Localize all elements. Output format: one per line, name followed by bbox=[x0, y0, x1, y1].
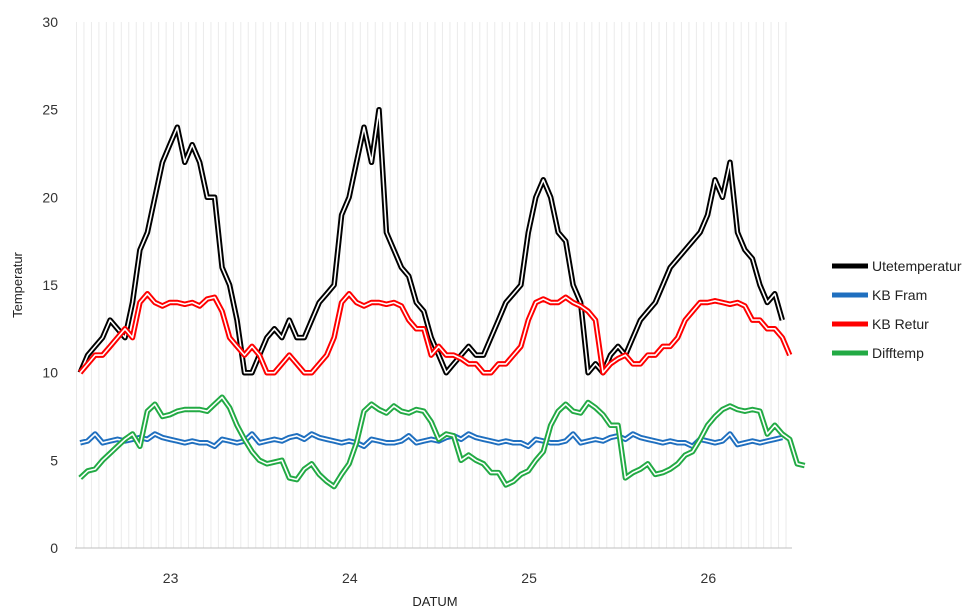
series-kb-fram bbox=[79, 431, 783, 450]
legend-item: Utetemperatur bbox=[832, 258, 962, 274]
x-axis: 23 24 25 26 bbox=[163, 570, 717, 586]
y-tick-label: 25 bbox=[42, 102, 58, 118]
legend-item: Difftemp bbox=[832, 345, 924, 361]
series-kb-retur bbox=[78, 291, 793, 376]
y-tick-label: 5 bbox=[50, 452, 58, 468]
y-tick-label: 30 bbox=[42, 14, 58, 30]
series-line-inner bbox=[79, 108, 784, 374]
legend-item: KB Fram bbox=[832, 287, 927, 303]
series-difftemp bbox=[78, 394, 806, 490]
y-tick-label: 20 bbox=[42, 189, 58, 205]
series-utetemperatur bbox=[77, 106, 785, 376]
legend-label: KB Retur bbox=[872, 316, 929, 332]
series-line-inner bbox=[79, 292, 791, 374]
series-group bbox=[77, 106, 806, 490]
x-axis-title: DATUM bbox=[412, 594, 457, 609]
legend-item: KB Retur bbox=[832, 316, 929, 332]
x-tick-label: 26 bbox=[701, 570, 717, 586]
y-axis: 0 5 10 15 20 25 30 bbox=[42, 14, 58, 556]
legend: Utetemperatur KB Fram KB Retur Difftemp bbox=[832, 258, 962, 361]
gridlines bbox=[75, 22, 787, 548]
legend-label: Utetemperatur bbox=[872, 258, 962, 274]
y-tick-label: 0 bbox=[50, 540, 58, 556]
y-tick-label: 10 bbox=[42, 365, 58, 381]
legend-label: Difftemp bbox=[872, 345, 924, 361]
y-tick-label: 15 bbox=[42, 277, 58, 293]
y-axis-title: Temperatur bbox=[10, 251, 25, 317]
series-line-inner bbox=[80, 433, 783, 448]
x-tick-label: 24 bbox=[342, 570, 358, 586]
x-tick-label: 25 bbox=[521, 570, 537, 586]
legend-label: KB Fram bbox=[872, 287, 927, 303]
series-line-inner bbox=[79, 396, 805, 488]
x-tick-label: 23 bbox=[163, 570, 179, 586]
series-line-outer bbox=[79, 431, 783, 450]
